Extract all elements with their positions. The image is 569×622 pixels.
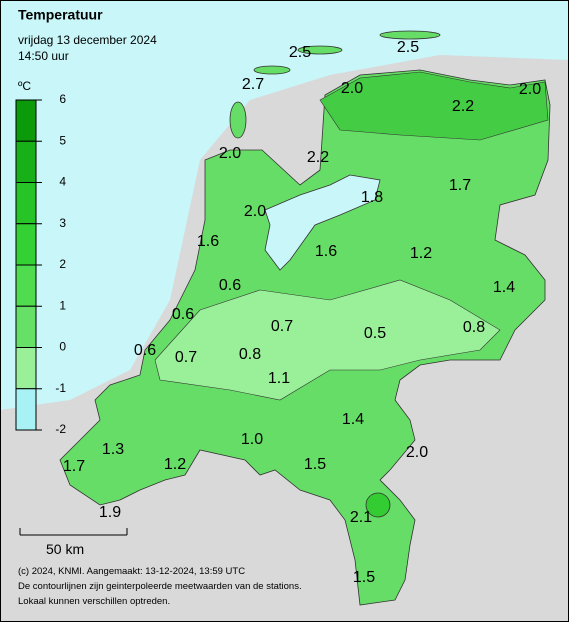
temperature-label: 1.4 [493, 279, 515, 296]
footer: Lokaal kunnen verschillen optreden. [18, 596, 170, 607]
temperature-label: 2.2 [452, 98, 474, 115]
legend-band [15, 223, 37, 266]
time: 14:50 uur [18, 49, 69, 63]
temperature-label: 1.0 [241, 431, 263, 448]
island [229, 101, 247, 139]
legend-tick-label: 0 [59, 340, 66, 354]
temperature-label: 0.7 [271, 318, 293, 335]
footer: (c) 2024, KNMI. Aangemaakt: 13-12-2024, … [18, 566, 245, 577]
sea [0, 0, 569, 410]
contour-zone [154, 279, 501, 401]
temperature-label: 2.5 [397, 39, 419, 56]
legend-tick-label: 2 [59, 257, 66, 271]
footer: De contourlijnen zijn geinterpoleerde me… [18, 581, 302, 592]
legend-tick-label: 5 [59, 133, 66, 147]
temperature-label: 1.8 [361, 189, 383, 206]
legend-band [15, 347, 37, 390]
legend-tick-label: -2 [55, 422, 66, 436]
temperature-label: 2.2 [307, 149, 329, 166]
legend-unit: ºC [18, 79, 31, 93]
temperature-label: 0.8 [463, 319, 485, 336]
temperature-label: 0.7 [175, 349, 197, 366]
legend-band [15, 305, 37, 348]
temperature-label: 1.1 [268, 370, 290, 387]
temperature-label: 0.6 [219, 277, 241, 294]
island [253, 65, 291, 75]
temperature-label: 1.2 [410, 245, 432, 262]
legend-tick-label: -1 [55, 381, 66, 395]
title: Temperatuur [18, 7, 103, 23]
labels: 2.5 2.5 2.7 2.0 2.0 2.2 2.0 2.2 1.8 1.7 2.0 1.6 1.6 1… [63, 39, 541, 586]
legend: 6 5 4 3 2 1 0 -1 -2 [15, 92, 66, 436]
temperature-label: 1.7 [63, 458, 85, 475]
temperature-label: 2.0 [406, 444, 428, 461]
temperature-label: 1.3 [102, 441, 124, 458]
contour-zone [319, 71, 549, 141]
legend-band [15, 182, 37, 225]
legend-band [15, 388, 37, 431]
temperature-label: 1.2 [164, 456, 186, 473]
temperature-label: 1.4 [342, 411, 364, 428]
legend-band [15, 140, 37, 183]
temperature-label: 0.6 [134, 342, 156, 359]
temperature-label: 1.6 [197, 233, 219, 250]
legend-tick-label: 1 [59, 298, 66, 312]
temperature-label: 0.6 [172, 306, 194, 323]
temperature-label: 2.0 [244, 203, 266, 220]
legend-band [15, 264, 37, 307]
legend-tick-label: 3 [59, 216, 66, 230]
temperature-label: 1.6 [315, 243, 337, 260]
temperature-label: 1.9 [99, 504, 121, 521]
scale-label: 50 km [46, 541, 84, 557]
island [297, 45, 343, 55]
temperature-label: 2.0 [519, 81, 541, 98]
temperature-label: 2.5 [289, 44, 311, 61]
date: vrijdag 13 december 2024 [18, 33, 157, 47]
temperature-label: 1.7 [449, 177, 471, 194]
temperature-label: 0.5 [364, 325, 386, 342]
island [379, 30, 441, 40]
temperature-label: 1.5 [353, 569, 375, 586]
temperature-label: 1.5 [304, 456, 326, 473]
legend-tick-label: 6 [59, 92, 66, 106]
temperature-label: 0.8 [239, 346, 261, 363]
legend-band [15, 99, 37, 142]
lake [264, 174, 381, 271]
temperature-label: 2.0 [341, 80, 363, 97]
temperature-label: 2.0 [219, 145, 241, 162]
temperature-label: 2.1 [350, 509, 372, 526]
legend-tick-label: 4 [59, 175, 66, 189]
temperature-label: 2.7 [242, 76, 264, 93]
contour-zone [365, 492, 391, 518]
